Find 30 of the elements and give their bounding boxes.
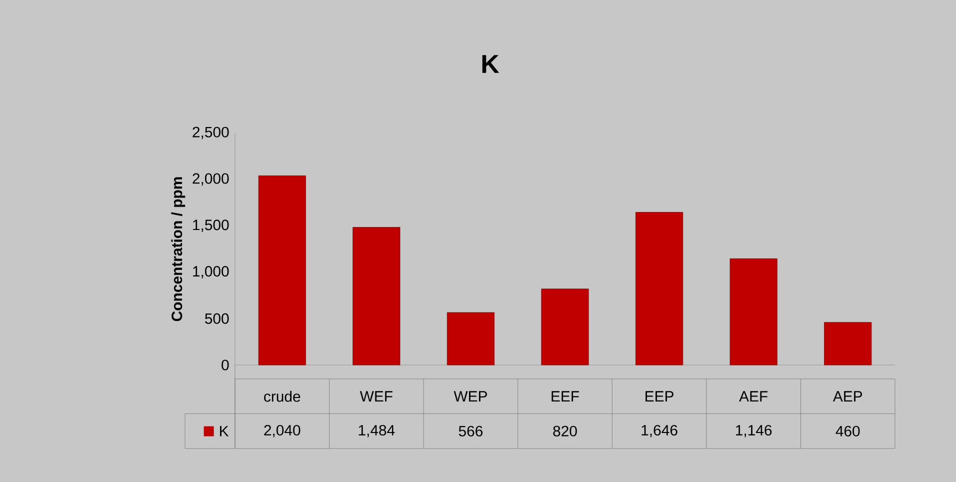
bar (541, 288, 589, 366)
bar (824, 322, 872, 366)
y-tick-label: 0 (222, 360, 229, 370)
x-tick-label: WEP (454, 391, 487, 402)
y-tick-label: 1,500 (193, 220, 229, 232)
x-tick-label: EEF (552, 391, 579, 402)
data-label: 2,040 (264, 424, 300, 438)
x-tick-label: crude (264, 390, 300, 402)
data-label: 1,484 (358, 424, 395, 438)
x-tick-label: AEP (832, 391, 862, 402)
data-label: 460 (836, 426, 860, 436)
bar (636, 212, 684, 366)
y-tick-label: 1,000 (193, 266, 229, 278)
y-tick-label: 2,000 (192, 173, 229, 186)
data-label: 1,646 (642, 424, 678, 438)
bar (446, 312, 494, 366)
y-axis-title: Concentration / ppm (171, 177, 186, 322)
bar (258, 175, 306, 366)
legend-label: K (220, 426, 229, 436)
data-label: 566 (458, 426, 483, 436)
chart-title: K (482, 55, 500, 73)
data-label: 1,146 (736, 424, 772, 438)
x-tick-label: EEP (646, 391, 674, 402)
x-tick-label: AEF (739, 391, 768, 402)
bar (352, 227, 400, 366)
data-label: 820 (553, 426, 577, 436)
y-tick-label: 500 (205, 313, 229, 324)
y-tick-label: 2,500 (192, 126, 229, 140)
bar (730, 258, 778, 366)
x-tick-label: WEF (360, 391, 392, 402)
